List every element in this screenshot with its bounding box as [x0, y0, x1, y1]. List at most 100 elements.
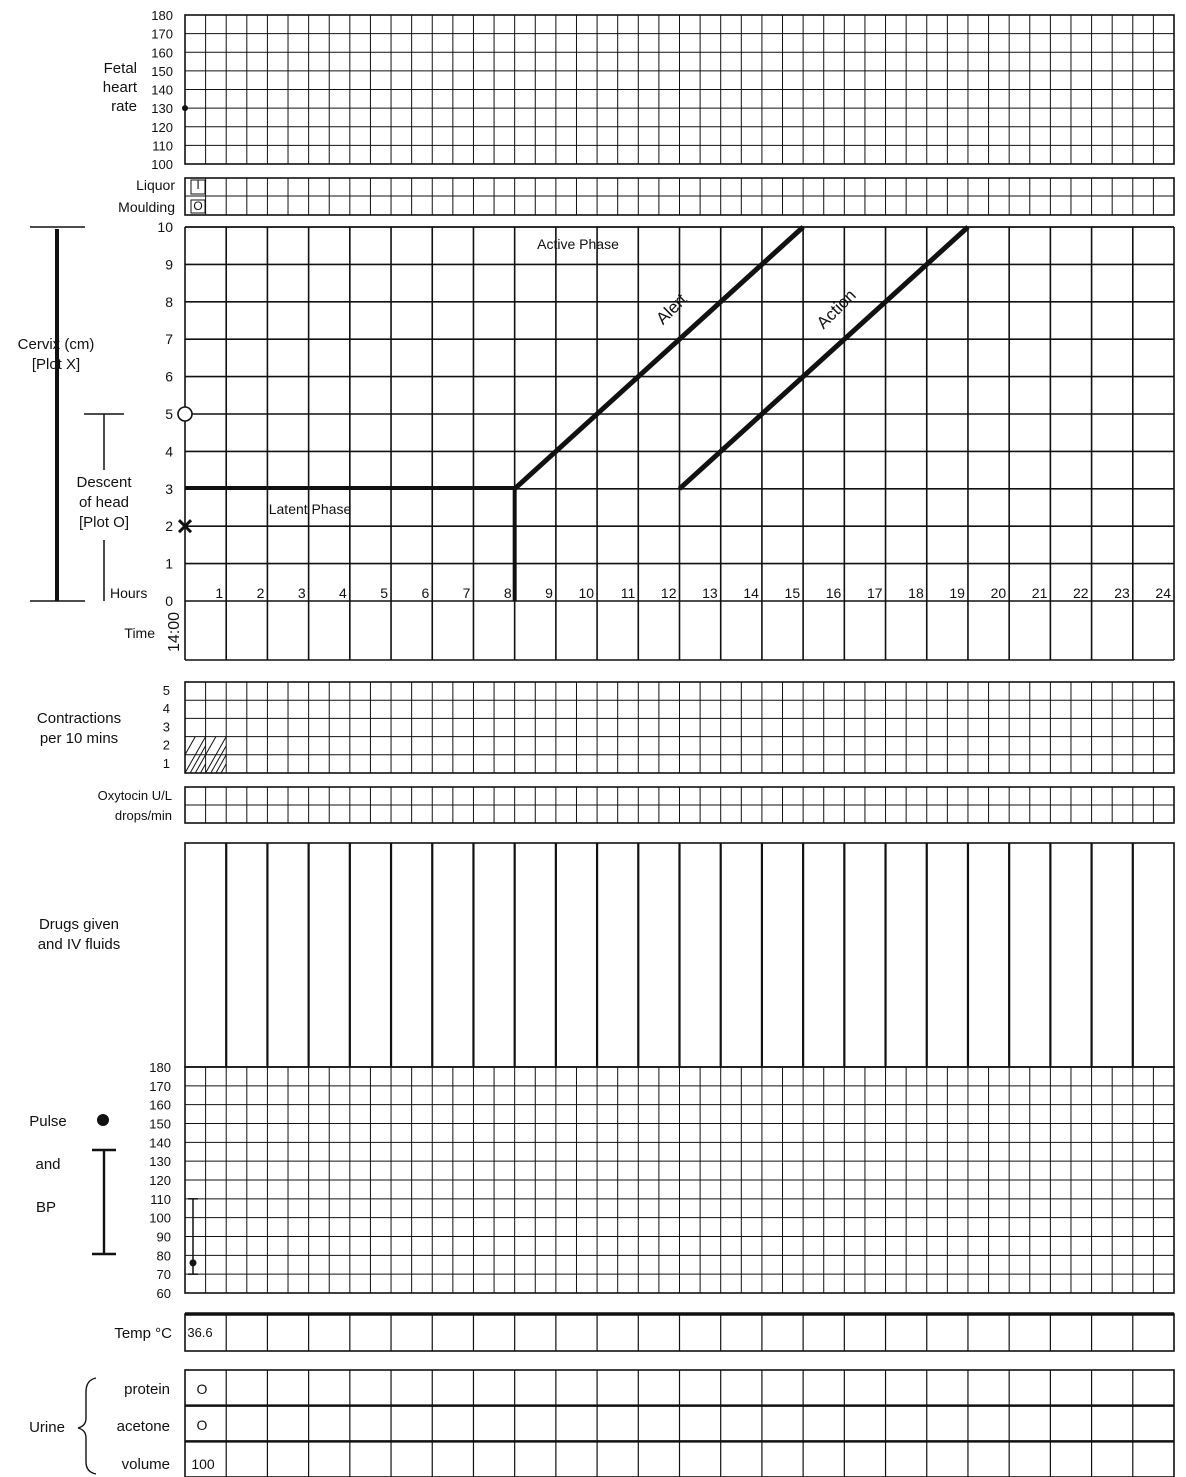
hour-tick: 10 [579, 585, 595, 601]
cervix-tick: 10 [157, 219, 173, 235]
hour-tick: 18 [908, 585, 924, 601]
hour-tick: 14 [743, 585, 759, 601]
fhr-tick: 170 [151, 27, 173, 42]
pulse-tick: 180 [149, 1060, 171, 1075]
hour-tick-labels: 1 2 3 4 5 6 7 8 9 10 11 12 13 14 15 16 17 18 19 20 21 22 23 24 [215, 585, 1171, 601]
pulse-tick: 160 [149, 1098, 171, 1113]
pulse-tick-labels: 180 170 160 150 140 130 120 110 100 90 80 70 60 [149, 1060, 171, 1301]
descent-label-2: of head [79, 494, 129, 511]
pulse-tick: 150 [149, 1117, 171, 1132]
hours-label: Hours [110, 585, 147, 601]
hour-tick: 3 [298, 585, 306, 601]
latent-phase-label: Latent Phase [269, 501, 352, 517]
grid-lines [182, 14, 1175, 1477]
hour-tick: 12 [661, 585, 677, 601]
hour-tick: 23 [1114, 585, 1130, 601]
cervix-tick: 2 [165, 518, 173, 534]
time-start: 14:00 [166, 612, 183, 652]
fhr-label-2: heart [103, 79, 138, 96]
contraction-tick: 4 [163, 701, 170, 716]
cervix-tick: 0 [165, 593, 173, 609]
pulse-tick: 100 [149, 1211, 171, 1226]
liquor-value: I [196, 178, 199, 192]
cervix-tick: 4 [165, 443, 173, 459]
cervix-tick: 3 [165, 481, 173, 497]
hour-tick: 16 [826, 585, 842, 601]
oxytocin-label-2: drops/min [115, 808, 172, 823]
series-line-action [677, 225, 970, 491]
contraction-hatch [205, 736, 217, 756]
drugs-label-1: Drugs given [39, 916, 119, 933]
liquor-label: Liquor [136, 177, 175, 193]
cervix-tick: 7 [165, 331, 173, 347]
volume-label: volume [122, 1456, 170, 1473]
contractions-label-1: Contractions [37, 710, 121, 727]
time-label: Time [124, 625, 155, 641]
moulding-label: Moulding [118, 199, 175, 215]
contraction-tick: 2 [163, 738, 170, 753]
bp-label: BP [36, 1199, 56, 1216]
active-phase-label: Active Phase [537, 236, 619, 252]
fhr-tick: 110 [152, 138, 173, 153]
cervix-tick: 6 [165, 369, 173, 385]
series-line-alert [512, 225, 805, 491]
fhr-point [182, 105, 188, 112]
hour-tick: 24 [1155, 585, 1171, 601]
pulse-tick: 130 [149, 1154, 171, 1169]
fhr-tick: 120 [151, 120, 173, 135]
hour-tick: 8 [504, 585, 512, 601]
temp-value: 36.6 [187, 1325, 212, 1340]
contraction-hatch [184, 736, 207, 774]
and-label: and [35, 1156, 60, 1173]
hour-tick: 17 [867, 585, 883, 601]
acetone-value: O [197, 1417, 208, 1433]
volume-value: 100 [191, 1456, 215, 1472]
temp-label: Temp °C [114, 1325, 172, 1342]
pulse-tick: 170 [149, 1079, 171, 1094]
cervix-tick: 8 [165, 294, 173, 310]
cervix-tick: 1 [165, 556, 173, 572]
pulse-tick: 80 [157, 1248, 171, 1263]
contractions-label-2: per 10 mins [40, 730, 118, 747]
contraction-tick: 1 [163, 756, 170, 771]
cervix-tick: 5 [165, 406, 173, 422]
series-label-alert: Alert [652, 290, 690, 328]
bp-legend-bracket [92, 1148, 116, 1256]
pulse-tick: 110 [150, 1192, 171, 1207]
fhr-label-3: rate [111, 98, 137, 115]
protein-value: O [197, 1381, 208, 1397]
pulse-tick: 140 [149, 1135, 171, 1150]
fhr-tick: 160 [151, 45, 173, 60]
cervix-legend-bracket [30, 226, 124, 602]
fhr-label-1: Fetal [104, 60, 137, 77]
drugs-label-2: and IV fluids [38, 936, 121, 953]
pulse-tick: 70 [157, 1267, 171, 1282]
liquor-value-box [190, 179, 206, 195]
hour-tick: 7 [463, 585, 471, 601]
urine-label: Urine [29, 1419, 65, 1436]
acetone-label: acetone [117, 1418, 170, 1435]
moulding-value-box [190, 199, 206, 214]
hour-tick: 19 [949, 585, 965, 601]
contraction-hatch [189, 745, 207, 774]
pulse-point [189, 1259, 197, 1267]
fhr-tick: 150 [151, 64, 173, 79]
fhr-tick: 180 [151, 8, 173, 23]
oxytocin-label-1: Oxytocin U/L [98, 788, 172, 803]
fhr-tick: 100 [151, 157, 173, 172]
hour-tick: 13 [702, 585, 718, 601]
hour-tick: 4 [339, 585, 347, 601]
pulse-label: Pulse [29, 1113, 67, 1130]
fhr-tick: 140 [151, 83, 173, 98]
hour-tick: 2 [257, 585, 265, 601]
descent-label-3: [Plot O] [79, 514, 129, 531]
hour-tick: 20 [991, 585, 1007, 601]
pulse-tick: 120 [149, 1173, 171, 1188]
contraction-hatch [220, 763, 227, 774]
protein-label: protein [124, 1381, 170, 1398]
hour-tick: 9 [545, 585, 553, 601]
contraction-tick-labels: 5 4 3 2 1 [163, 683, 170, 771]
contraction-tick: 5 [163, 683, 170, 698]
contraction-hatch [210, 745, 227, 774]
